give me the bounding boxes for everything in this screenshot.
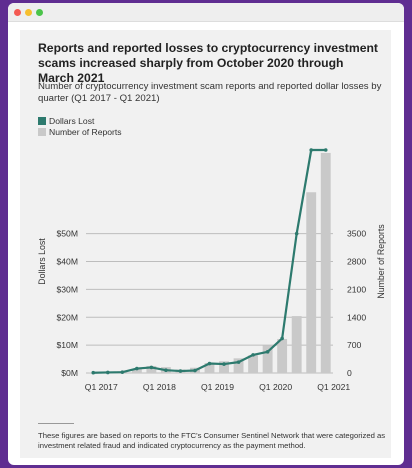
- bar-number-of-reports: [291, 316, 302, 373]
- bar-number-of-reports: [146, 365, 157, 373]
- chart-title: Reports and reported losses to cryptocur…: [38, 41, 378, 85]
- point-dollars-lost: [323, 148, 328, 152]
- bar-number-of-reports: [320, 152, 331, 373]
- bar-number-of-reports: [204, 363, 215, 373]
- bar-number-of-reports: [262, 345, 273, 373]
- y-left-tick-label: $0M: [61, 368, 78, 378]
- bar-number-of-reports: [131, 368, 142, 373]
- close-window-icon[interactable]: [14, 9, 21, 16]
- bar-number-of-reports: [233, 358, 244, 373]
- legend-swatch-dollars-lost: [38, 116, 46, 125]
- point-dollars-lost: [265, 350, 270, 354]
- y-right-tick-label: 2800: [347, 257, 366, 267]
- y-right-axis-title: Number of Reports: [376, 224, 386, 299]
- legend-item-dollars-lost: Dollars Lost: [38, 115, 122, 126]
- zoom-window-icon[interactable]: [36, 9, 43, 16]
- point-dollars-lost: [280, 336, 284, 341]
- bar-number-of-reports: [248, 355, 259, 373]
- x-tick-label: Q1 2017: [85, 382, 118, 392]
- chart-plot: $0M $10M $20M $30M $40M $50M 0 700 1400 2100 2800 3…: [37, 148, 386, 392]
- point-dollars-lost: [120, 370, 125, 374]
- y-right-tick-label: 3500: [347, 229, 366, 239]
- point-dollars-lost: [105, 370, 110, 375]
- point-dollars-lost: [149, 365, 154, 370]
- x-tick-label: Q1 2021: [317, 382, 350, 392]
- point-dollars-lost: [135, 366, 139, 371]
- y-left-tick-label: $30M: [57, 284, 79, 294]
- footnote-divider: [38, 423, 74, 424]
- point-dollars-lost: [294, 231, 299, 236]
- y-left-axis-title: Dollars Lost: [37, 238, 47, 285]
- point-dollars-lost: [251, 353, 255, 357]
- chart-card: Reports and reported losses to cryptocur…: [20, 30, 391, 458]
- chart-subtitle: Number of cryptocurrency investment scam…: [38, 81, 382, 104]
- y-right-tick-label: 2100: [347, 284, 366, 294]
- point-dollars-lost: [222, 362, 226, 366]
- y-left-tick-label: $50M: [57, 229, 79, 239]
- y-left-tick-label: $10M: [57, 340, 79, 350]
- x-tick-label: Q1 2018: [143, 382, 176, 392]
- point-dollars-lost: [193, 368, 197, 373]
- window-titlebar: [8, 3, 404, 22]
- point-dollars-lost: [236, 360, 241, 364]
- legend-swatch-number-of-reports: [38, 127, 46, 136]
- y-left-tick-label: $20M: [57, 312, 79, 322]
- point-dollars-lost: [164, 368, 168, 373]
- y-right-tick-label: 1400: [347, 312, 366, 322]
- point-dollars-lost: [178, 369, 183, 373]
- minimize-window-icon[interactable]: [25, 9, 32, 16]
- legend-label-dollars-lost: Dollars Lost: [49, 115, 95, 126]
- legend-item-number-of-reports: Number of Reports: [38, 126, 122, 137]
- x-tick-label: Q1 2020: [259, 382, 292, 392]
- x-tick-label: Q1 2019: [201, 382, 234, 392]
- y-right-tick-label: 0: [347, 368, 352, 378]
- chart-legend: Dollars Lost Number of Reports: [38, 115, 122, 137]
- point-dollars-lost: [309, 148, 314, 152]
- bar-number-of-reports: [306, 192, 317, 373]
- point-dollars-lost: [91, 370, 96, 375]
- browser-window: Reports and reported losses to cryptocur…: [8, 3, 404, 465]
- legend-label-number-of-reports: Number of Reports: [49, 126, 122, 137]
- chart-footnote: These figures are based on reports to th…: [38, 431, 386, 450]
- bar-number-of-reports: [219, 361, 229, 373]
- y-left-tick-label: $40M: [57, 257, 79, 267]
- point-dollars-lost: [207, 361, 212, 366]
- y-right-tick-label: 700: [347, 340, 362, 350]
- bar-number-of-reports: [277, 338, 288, 373]
